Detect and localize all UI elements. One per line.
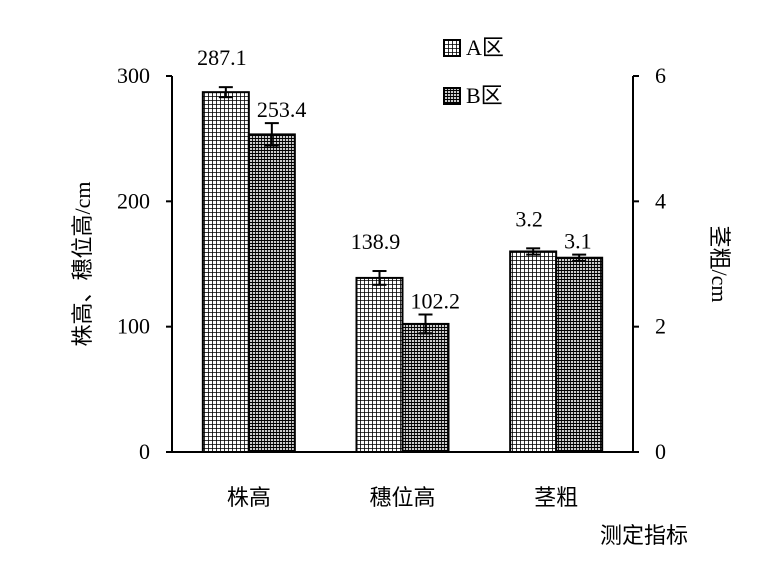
x-axis-label: 测定指标 bbox=[600, 523, 688, 548]
y-tick-label-right: 2 bbox=[655, 314, 666, 339]
x-tick-label: 穗位高 bbox=[369, 485, 435, 510]
legend-swatch-B区 bbox=[443, 87, 461, 105]
bar-A区-茎粗 bbox=[509, 250, 558, 453]
y-tick-label-left: 0 bbox=[139, 439, 150, 464]
y-tick-label-right: 4 bbox=[655, 188, 666, 213]
bar-B区-株高 bbox=[247, 133, 296, 453]
bar-A区-穗位高 bbox=[355, 276, 404, 453]
legend-label: B区 bbox=[466, 83, 503, 108]
bar-A区-株高 bbox=[201, 91, 250, 453]
data-label: 138.9 bbox=[351, 229, 401, 254]
y-tick-label-right: 0 bbox=[655, 439, 666, 464]
y-axis-label-left: 株高、穗位高/cm bbox=[70, 182, 95, 347]
y-axis-label-right: 茎粗/cm bbox=[707, 226, 732, 303]
y-tick-label-left: 100 bbox=[117, 314, 150, 339]
x-tick-label: 茎粗 bbox=[534, 485, 578, 510]
bar-B区-穗位高 bbox=[401, 322, 450, 453]
legend-label: A区 bbox=[466, 35, 504, 60]
data-label: 287.1 bbox=[197, 45, 247, 70]
y-tick-label-left: 200 bbox=[117, 188, 150, 213]
bar-B区-茎粗 bbox=[555, 256, 604, 453]
data-label: 3.2 bbox=[515, 206, 543, 231]
legend-swatch-A区 bbox=[443, 39, 461, 57]
data-label: 253.4 bbox=[257, 97, 307, 122]
y-tick-label-right: 6 bbox=[655, 63, 666, 88]
data-label: 3.1 bbox=[564, 229, 592, 254]
y-tick-label-left: 300 bbox=[117, 63, 150, 88]
data-label: 102.2 bbox=[411, 289, 461, 314]
x-tick-label: 株高 bbox=[227, 485, 271, 510]
